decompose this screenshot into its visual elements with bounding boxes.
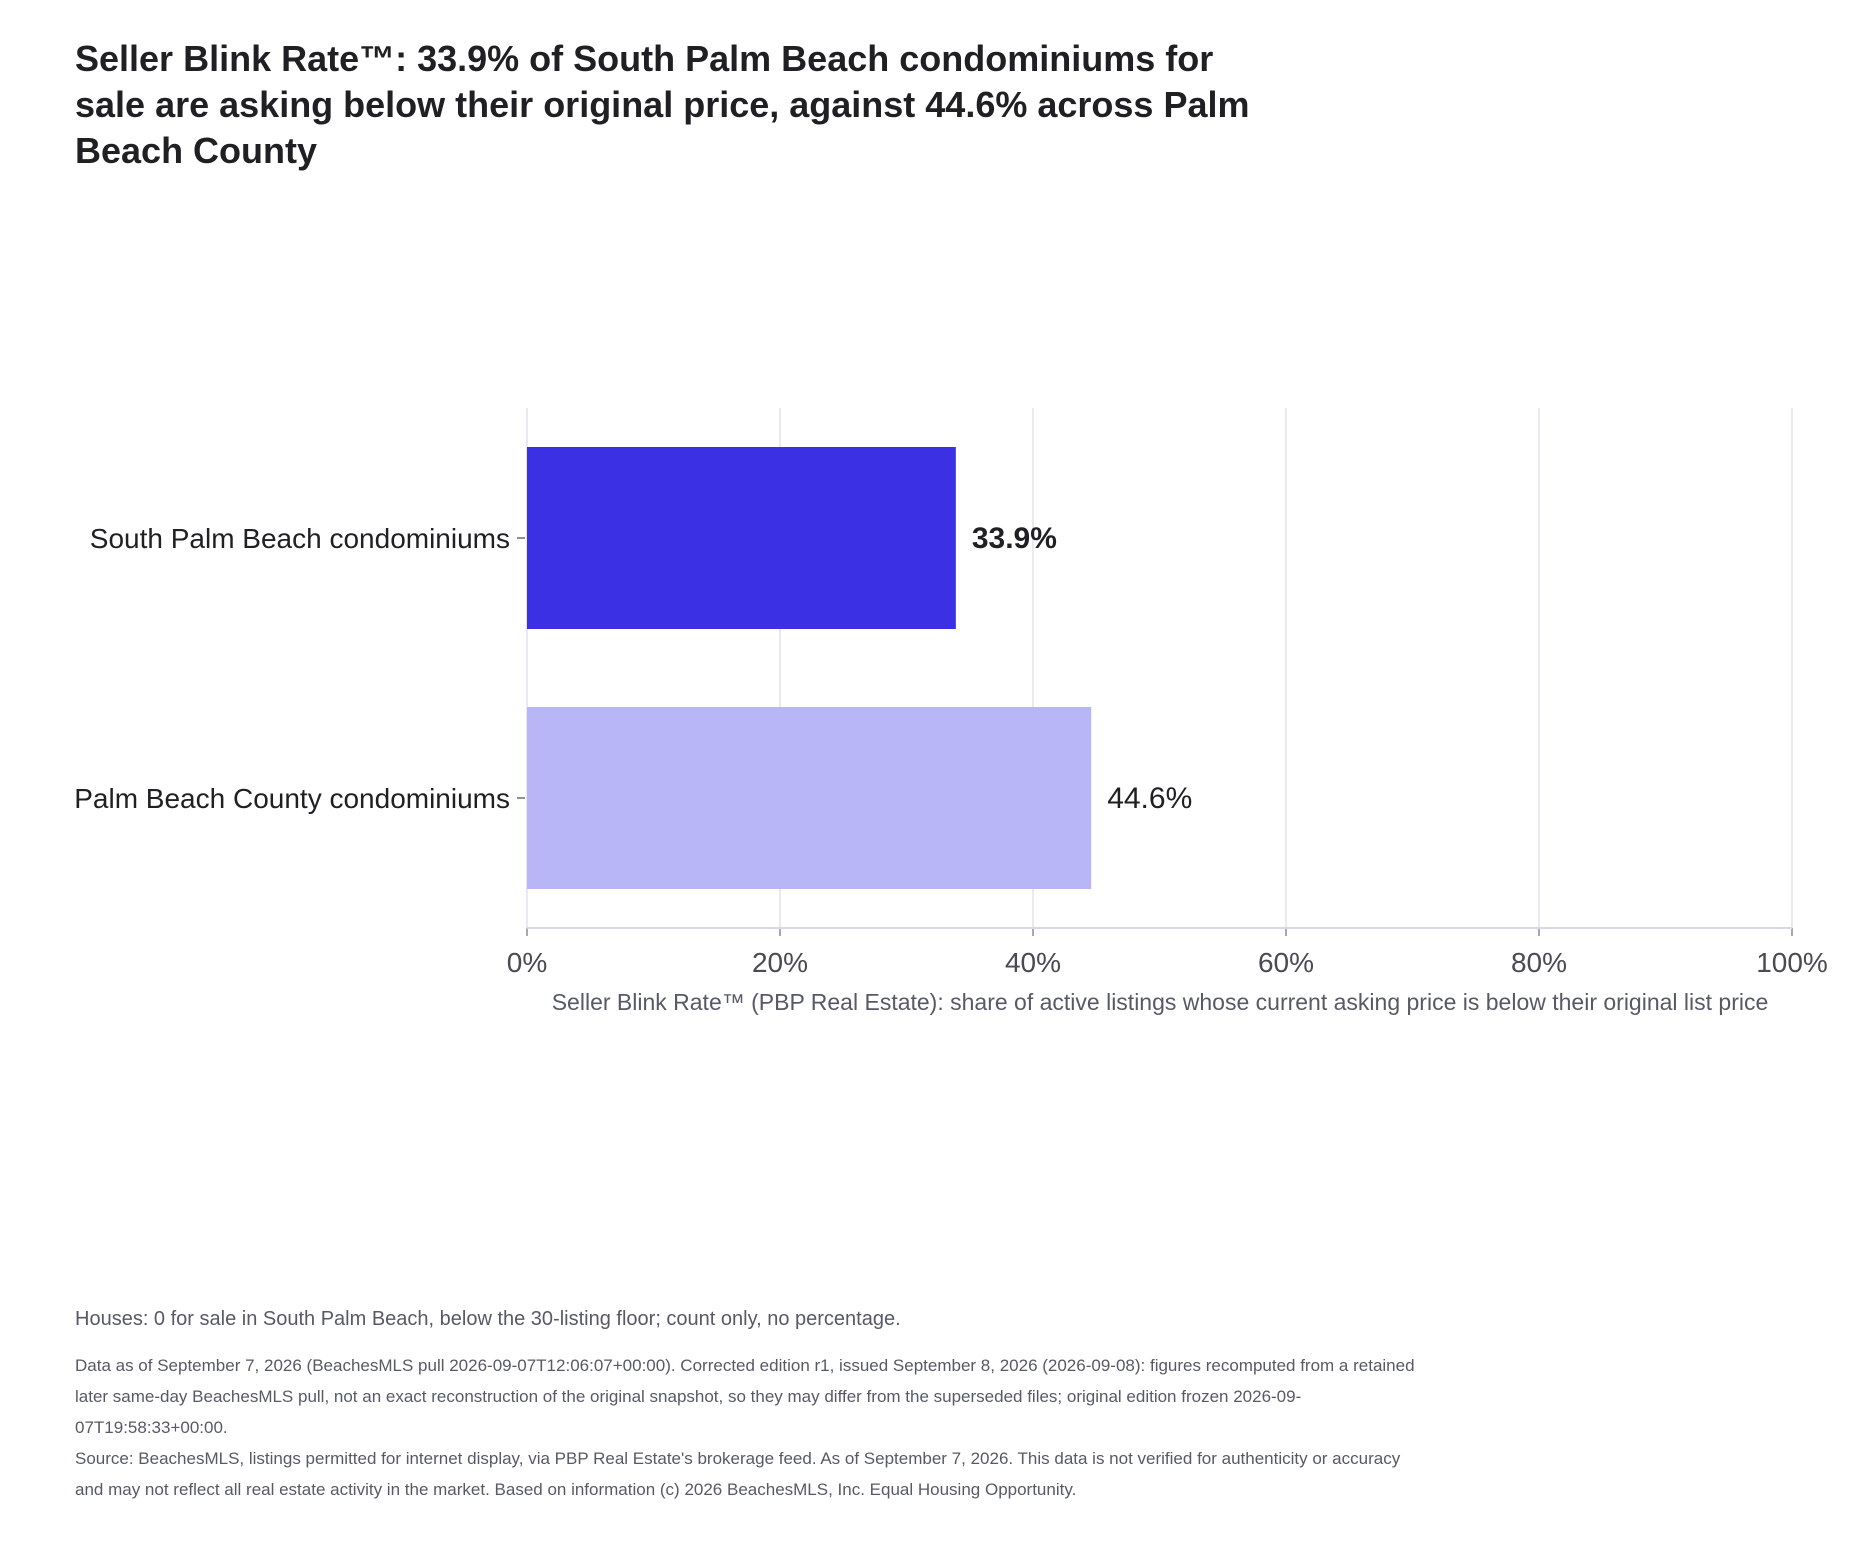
bar-south-palm-beach-condominiums (527, 447, 956, 629)
footnotes: Houses: 0 for sale in South Palm Beach, … (75, 1306, 1415, 1505)
source-note: Source: BeachesMLS, listings permitted f… (75, 1449, 1401, 1499)
bars: 33.9% 44.6% (527, 447, 1192, 889)
chart-title: Seller Blink Rate™: 33.9% of South Palm … (75, 38, 1250, 171)
y-tick-label: South Palm Beach condominiums (90, 523, 510, 554)
x-tick-label: 100% (1756, 947, 1828, 978)
y-tick-label: Palm Beach County condominiums (74, 783, 510, 814)
bar-chart: 33.9% 44.6% 0% 20% 40% 60% 80% 100% South Palm … (74, 408, 1828, 1015)
x-tick-label: 20% (752, 947, 808, 978)
bar-value-label: 33.9% (972, 522, 1057, 555)
bar-palm-beach-county-condominiums (527, 707, 1092, 889)
x-tick-label: 40% (1005, 947, 1061, 978)
x-axis-title: Seller Blink Rate™ (PBP Real Estate): sh… (552, 989, 1769, 1015)
x-tick-label: 0% (507, 947, 547, 978)
houses-note: Houses: 0 for sale in South Palm Beach, … (75, 1308, 901, 1330)
x-tick-label: 60% (1258, 947, 1314, 978)
axes: 0% 20% 40% 60% 80% 100% South Palm Beach condo… (74, 523, 1828, 978)
x-tick-label: 80% (1511, 947, 1567, 978)
edition-note: Data as of September 7, 2026 (BeachesMLS… (75, 1356, 1415, 1437)
bar-value-label: 44.6% (1107, 782, 1192, 815)
